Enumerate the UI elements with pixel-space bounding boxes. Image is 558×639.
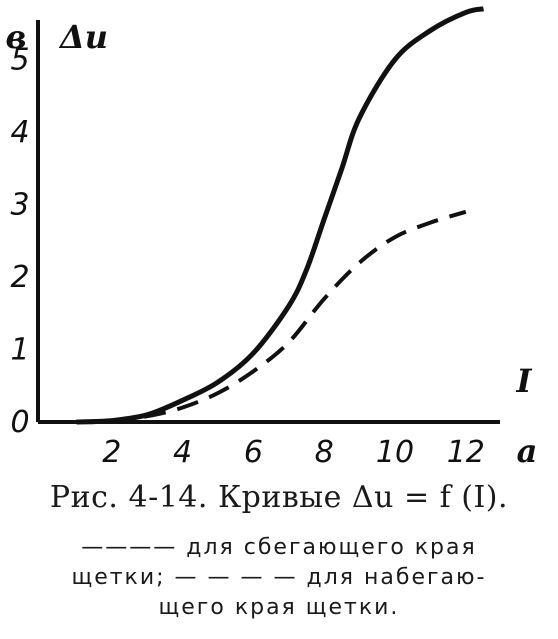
x-tick-label: 6 [244,435,263,470]
y-tick-label: 3 [10,188,29,223]
x-axis-label: I [516,362,533,400]
x-tick-label: 8 [315,435,334,470]
caption-title: Рис. 4-14. Кривые Δu = f (I). [49,480,509,515]
caption-legend-line1: ———— для сбегающего края [81,535,477,560]
y-tick-label: 2 [10,260,29,295]
y-tick-label: 4 [10,115,29,150]
y-tick-label: 5 [10,43,29,78]
y-axis-label: Δu [58,18,108,56]
y-tick-label: 0 [10,405,29,440]
x-axis-unit: a [517,432,538,470]
x-tick-label: 2 [102,435,121,470]
x-tick-label: 12 [447,435,485,470]
y-axis-unit: в [5,18,26,56]
caption-legend-line3: щего края щетки. [158,595,400,620]
y-tick-label: 1 [10,333,29,368]
series-line-solid [76,6,485,425]
series-line-dashed [76,209,467,424]
series-lines [76,6,485,425]
x-tick-label: 4 [173,435,192,470]
axis-labels: в Δu Ia [5,18,537,470]
caption-legend-line2: щетки; — — — — для набегаю- [71,565,487,590]
x-tick-label: 10 [376,435,414,470]
